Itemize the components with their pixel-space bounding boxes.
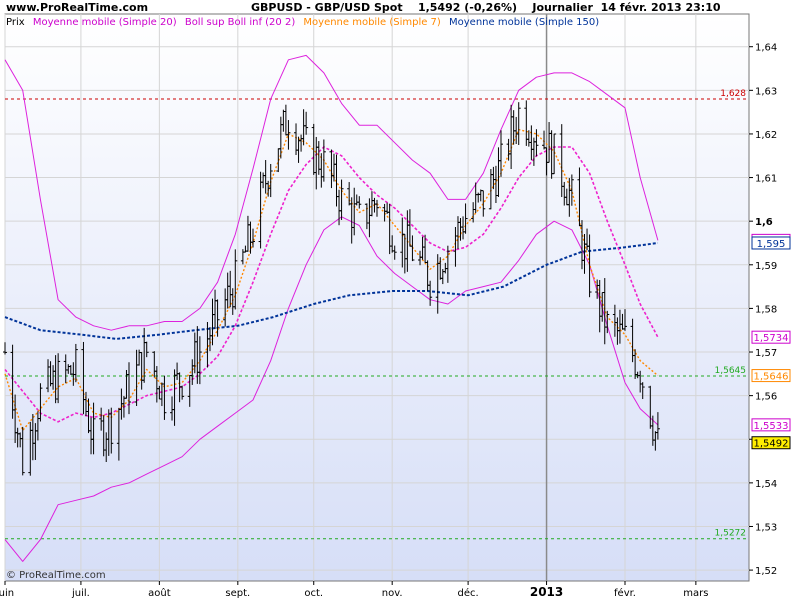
price-tag-box [751,418,791,432]
price-tag-label: 1,5646 [754,372,789,383]
chart-header: GBPUSD - GBP/USD Spot 1,5492 (-0,26%) Jo… [251,1,721,14]
price-tag-box [751,236,791,250]
legend-price[interactable]: Prix [6,17,25,28]
y-tick-label: 1,63 [755,86,777,97]
x-tick-label: oct. [304,588,323,599]
y-tick-label: 1,54 [755,479,777,490]
y-tick-label: 1,56 [755,392,777,403]
y-tick-label: 1,6 [755,217,773,228]
y-tick-label: 1,61 [755,174,777,185]
x-tick-label: mars [683,588,708,599]
price-tag-label: 1,5734 [754,333,789,344]
y-tick-label: 1,57 [755,348,777,359]
x-tick-label: sept. [225,588,250,599]
y-tick-label: 1,59 [755,261,777,272]
axes: 1,521,531,541,551,561,571,581,591,61,611… [0,43,777,599]
y-tick-label: 1,64 [755,43,777,54]
grid [4,14,749,581]
reference-lines: 1,628 1,5645 1,5272 [5,89,749,540]
x-tick-label: 2013 [530,585,563,599]
sma7-line [4,128,659,432]
x-tick-label: févr. [614,587,636,599]
reference-line-label: 1,628 [720,89,746,99]
credit-text: © ProRealTime.com [6,570,106,581]
y-tick-label: 1,62 [755,130,777,141]
y-tick-label: 1,52 [755,566,777,577]
price-tag-box [751,330,791,344]
site-name[interactable]: www.ProRealTime.com [6,1,149,14]
bollinger-upper-line [4,54,659,331]
x-tick-label: déc. [458,587,479,599]
x-tick-label: août [148,587,171,599]
datetime-label: 14 févr. 2013 23:10 [600,1,721,14]
symbol-label: GBPUSD - GBP/USD Spot [251,1,403,14]
reference-line-label: 1,5272 [715,529,747,539]
price-bars [3,100,660,476]
y-tick-label: 1,58 [755,304,777,315]
legend-sma7[interactable]: Moyenne mobile (Simple 7) [303,17,441,28]
price-tag-label: 1,5492 [754,439,789,450]
x-tick-label: juil. [71,588,90,599]
price-tag-box [751,369,791,383]
price-tag-label: 1,595 [757,239,786,250]
legend-sma20[interactable]: Moyenne mobile (Simple 20) [32,17,177,28]
legend-sma150[interactable]: Moyenne mobile (Simple 150) [449,17,600,28]
reference-line-label: 1,5645 [715,366,747,376]
price-change: (-0,26%) [464,1,518,14]
last-price: 1,5492 [417,1,461,14]
legend-bollinger[interactable]: Boll sup Boll inf (20 2) [184,17,296,28]
x-tick-label: nov. [382,588,403,599]
sma150-line [4,242,659,340]
price-tag-box [751,436,791,450]
legend: Prix Moyenne mobile (Simple 20) Boll sup… [6,17,604,28]
bollinger-lower-line [4,216,659,562]
x-tick-label: juin [0,588,14,599]
y-tick-label: 1,53 [755,522,777,533]
period-label: Journalier [532,1,593,14]
price-tag-label: 1,5533 [754,421,789,432]
